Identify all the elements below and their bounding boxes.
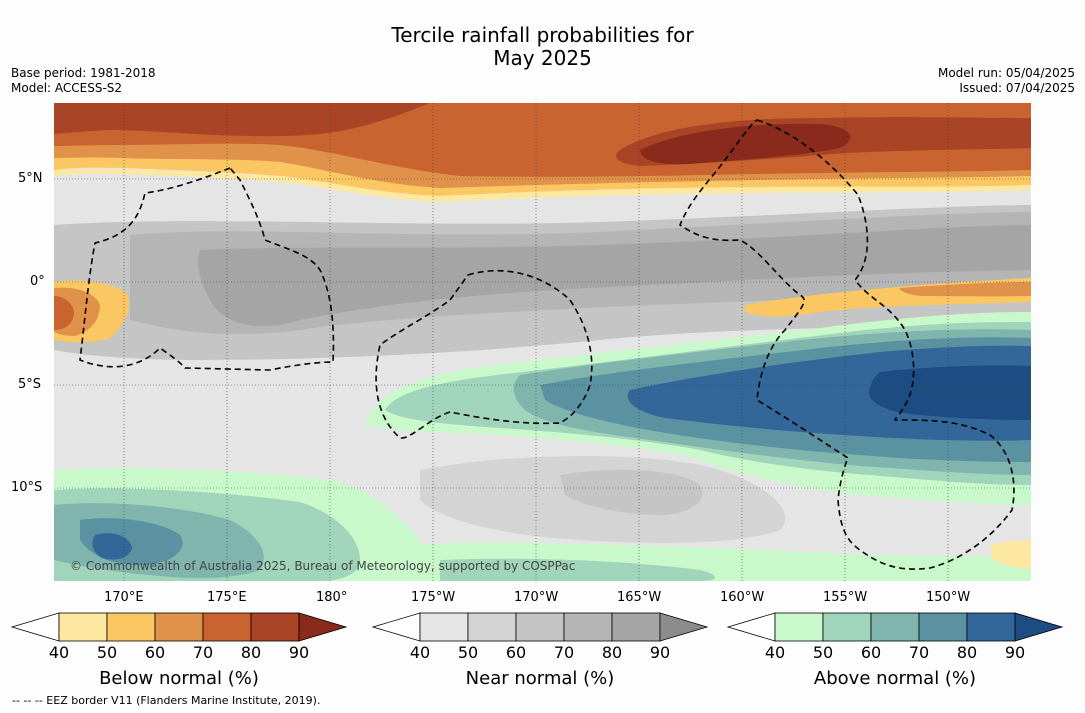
colorbar-near-bin-4 [563, 612, 613, 642]
colorbar-below-bin-5 [250, 612, 300, 642]
model-run: Model run: 05/04/2025 [937, 66, 1075, 80]
copyright-text: © Commonwealth of Australia 2025, Bureau… [70, 559, 575, 573]
colorbar-below-tick: 50 [96, 643, 118, 662]
lon-label: 150°W [926, 590, 971, 605]
colorbar-below-label: Below normal (%) [99, 668, 259, 689]
colorbar-below-tick: 70 [192, 643, 214, 662]
patch-near-south-2 [560, 469, 703, 515]
lon-label: 180° [316, 590, 348, 605]
patch-below-se [990, 540, 1031, 568]
colorbar-above-tick: 80 [956, 643, 978, 662]
colorbar-below-tick: 80 [240, 643, 262, 662]
lon-label: 175°W [411, 590, 456, 605]
strip-below-right-60 [899, 282, 1031, 297]
band-below-light [54, 168, 1031, 202]
patch-below-left-70 [54, 296, 75, 330]
lon-label: 155°W [823, 590, 868, 605]
lon-label: 160°W [720, 590, 765, 605]
base-period: Base period: 1981-2018 [11, 66, 156, 80]
colorbar-above-bin-5 [966, 612, 1016, 642]
title-line-2: May 2025 [493, 46, 592, 70]
colorbar-near-extend-high [659, 612, 709, 642]
colorbar-near-tick: 90 [649, 643, 671, 662]
colorbar-above [726, 612, 1064, 642]
lat-label: 5°N [18, 171, 43, 186]
colorbar-below-bin-2 [106, 612, 156, 642]
colorbar-above-tick: 70 [908, 643, 930, 662]
colorbar-near-tick: 80 [601, 643, 623, 662]
issued-date: Issued: 07/04/2025 [959, 81, 1075, 95]
colorbar-above-bin-1 [774, 612, 824, 642]
colorbar-near-tick: 50 [457, 643, 479, 662]
eez-borders [79, 119, 1015, 570]
colorbar-below-extend-low [10, 612, 60, 642]
colorbar-below-bin-3 [154, 612, 204, 642]
colorbar-above-bin-4 [918, 612, 968, 642]
colorbar-near [371, 612, 709, 642]
lon-label: 170°W [514, 590, 559, 605]
colorbar-near-bin-3 [515, 612, 565, 642]
colorbar-below-bin-4 [202, 612, 252, 642]
lat-label: 0° [30, 274, 45, 289]
colorbar-above-extend-low [726, 612, 776, 642]
colorbar-near-bin-1 [419, 612, 469, 642]
colorbar-below [10, 612, 348, 642]
band-below-90 [640, 123, 851, 165]
colorbar-below-tick: 40 [48, 643, 70, 662]
map-panel: © Commonwealth of Australia 2025, Bureau… [54, 103, 1032, 581]
region-above-90 [869, 365, 1031, 420]
colorbar-above-tick: 60 [860, 643, 882, 662]
colorbar-near-tick: 40 [409, 643, 431, 662]
band-above-south-50 [440, 558, 715, 581]
colorbar-below-extend-high [298, 612, 348, 642]
colorbar-near-bin-2 [467, 612, 517, 642]
colorbar-near-tick: 60 [505, 643, 527, 662]
colorbar-above-extend-high [1014, 612, 1064, 642]
lon-label: 175°E [207, 590, 247, 605]
colorbar-near-label: Near normal (%) [465, 668, 615, 689]
model-name: Model: ACCESS-S2 [11, 81, 123, 95]
colorbar-near-bin-5 [611, 612, 661, 642]
colorbar-above-label: Above normal (%) [813, 668, 977, 689]
colorbar-below-tick: 60 [144, 643, 166, 662]
eez-border-credit: -- -- -- EEZ border V11 (Flanders Marine… [12, 694, 321, 707]
colorbar-near-extend-low [371, 612, 421, 642]
lat-label: 10°S [11, 480, 43, 495]
colorbar-near-tick: 70 [553, 643, 575, 662]
band-near-80 [198, 225, 1032, 327]
colorbar-below-bin-1 [58, 612, 108, 642]
lat-label: 5°S [18, 377, 42, 392]
colorbar-above-tick: 40 [764, 643, 786, 662]
colorbar-above-tick: 90 [1004, 643, 1026, 662]
lon-label: 170°E [104, 590, 144, 605]
colorbar-above-bin-2 [822, 612, 872, 642]
title-line-1: Tercile rainfall probabilities for [391, 23, 694, 47]
region-above-sw-80 [92, 533, 132, 560]
colorbar-above-tick: 50 [812, 643, 834, 662]
lon-label: 165°W [617, 590, 662, 605]
colorbar-below-tick: 90 [288, 643, 310, 662]
gridlines [54, 103, 1031, 581]
colorbar-above-bin-3 [870, 612, 920, 642]
